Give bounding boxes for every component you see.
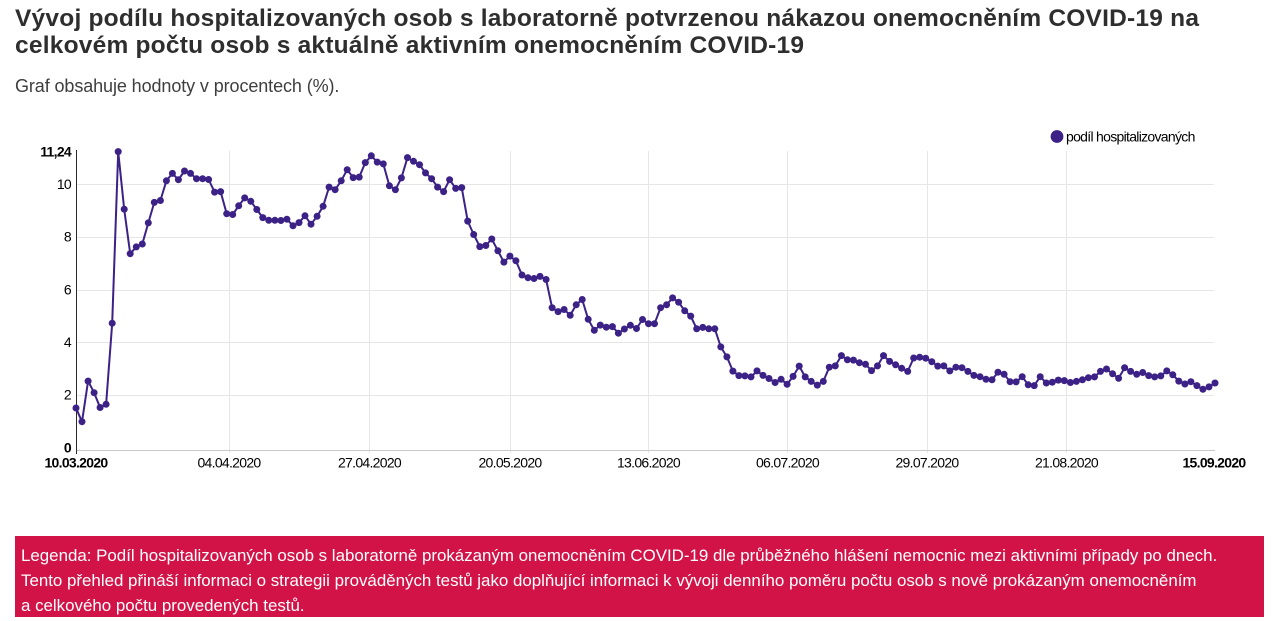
svg-text:13.06.2020: 13.06.2020 xyxy=(617,455,681,471)
svg-text:04.04.2020: 04.04.2020 xyxy=(197,455,261,471)
svg-text:27.04.2020: 27.04.2020 xyxy=(338,455,402,471)
svg-text:11,24: 11,24 xyxy=(40,143,72,159)
svg-text:4: 4 xyxy=(64,334,72,350)
svg-text:8: 8 xyxy=(64,229,72,245)
svg-text:2: 2 xyxy=(64,387,72,403)
svg-text:10.03.2020: 10.03.2020 xyxy=(44,455,108,471)
svg-text:15.09.2020: 15.09.2020 xyxy=(1182,455,1246,471)
svg-text:10: 10 xyxy=(57,176,72,192)
svg-text:0: 0 xyxy=(64,439,72,455)
svg-text:6: 6 xyxy=(64,281,72,297)
svg-text:21.08.2020: 21.08.2020 xyxy=(1035,455,1099,471)
svg-text:podíl hospitalizovaných: podíl hospitalizovaných xyxy=(1066,129,1195,145)
svg-text:20.05.2020: 20.05.2020 xyxy=(478,455,542,471)
svg-text:29.07.2020: 29.07.2020 xyxy=(895,455,959,471)
svg-text:06.07.2020: 06.07.2020 xyxy=(756,455,820,471)
